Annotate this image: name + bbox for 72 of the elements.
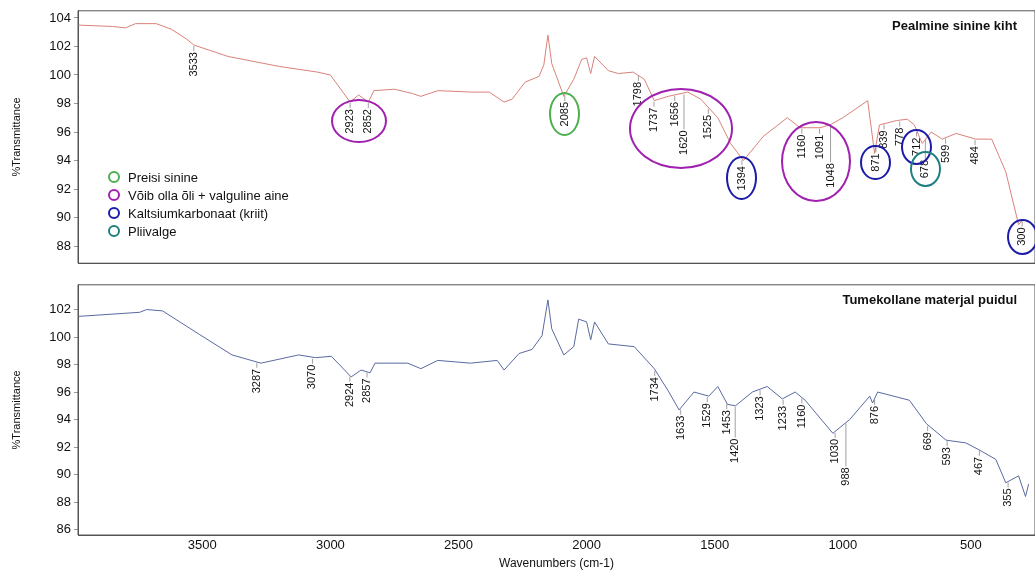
annotation: 355	[1001, 488, 1014, 507]
annotation: 3287	[249, 368, 262, 394]
annotation: Kaltsiumkarbonaat (kriit)	[128, 205, 269, 221]
y-tick-label: 102	[49, 38, 71, 54]
annotation: 1091	[812, 134, 825, 160]
annotation: Võib olla õli + valguline aine	[128, 187, 289, 203]
annotation: 1323	[753, 396, 766, 421]
y-tick-label: 100	[49, 66, 71, 82]
annotation: 669	[920, 432, 933, 451]
annotation: 2923	[343, 109, 356, 134]
y-tick-label: 98	[56, 356, 71, 372]
y-tick-label: 96	[56, 383, 71, 399]
annotation: 1160	[794, 404, 807, 429]
annotation: 1529	[700, 403, 713, 428]
y-tick-label: 98	[56, 95, 71, 111]
annotation: 593	[940, 447, 953, 466]
x-tick-label: 1500	[700, 537, 730, 553]
x-tick-label: 3000	[315, 537, 345, 553]
annotation: Preisi sinine	[128, 169, 199, 185]
annotation: 1633	[673, 415, 686, 441]
annotation: 1734	[647, 377, 660, 402]
y-tick-label: 86	[56, 521, 71, 537]
annotation: 1525	[701, 114, 714, 140]
annotation: 1394	[734, 166, 747, 191]
annotation: 467	[972, 456, 985, 476]
x-tick-label: 2000	[572, 537, 602, 553]
annotation: 1030	[828, 438, 841, 464]
annotation: 2857	[360, 378, 373, 403]
annotation: 2924	[342, 382, 355, 408]
y-tick-label: 88	[56, 493, 71, 509]
annotation: 3070	[305, 364, 318, 390]
x-tick-label: 500	[960, 537, 982, 553]
y-axis-title: %Transmittance	[9, 370, 22, 450]
y-axis-title: %Transmittance	[9, 97, 22, 177]
annotation: 2085	[557, 101, 570, 127]
y-tick-label: 92	[56, 180, 71, 196]
annotation: 484	[968, 146, 981, 165]
annotation: 778	[892, 127, 905, 146]
y-tick-label: 90	[56, 466, 71, 482]
annotation: 1620	[677, 130, 689, 155]
x-tick-label: 3500	[187, 537, 217, 553]
annotation: 1656	[667, 101, 680, 127]
annotation: 1798	[631, 81, 644, 107]
x-tick-label: 1000	[828, 537, 858, 553]
y-tick-label: 104	[49, 9, 71, 25]
annotation: 1420	[728, 438, 741, 463]
y-tick-label: 100	[49, 328, 71, 344]
x-tick-label: 2500	[444, 537, 473, 553]
y-tick-label: 96	[56, 123, 71, 139]
annotation: 871	[868, 153, 881, 172]
x-axis-title: Wavenumbers (cm-1)	[499, 556, 614, 571]
annotation: 300	[1015, 227, 1028, 246]
y-tick-label: 94	[56, 152, 71, 168]
annotation: 1453	[719, 410, 732, 435]
annotation: 712	[909, 137, 922, 156]
annotation: 988	[838, 467, 851, 486]
annotation: 2852	[361, 109, 374, 134]
annotation: 1233	[776, 405, 789, 431]
annotation: 3533	[186, 52, 199, 77]
text: Tumekollane materjal puidul	[842, 292, 1017, 308]
y-tick-label: 102	[49, 301, 71, 317]
annotation: 1737	[647, 107, 660, 133]
y-tick-label: 90	[56, 209, 71, 225]
y-tick-label: 88	[56, 237, 71, 253]
annotation: Pliivalge	[128, 223, 177, 239]
annotation: 599	[938, 144, 951, 164]
text: Pealmine sinine kiht	[892, 18, 1018, 34]
y-tick-label: 92	[56, 438, 71, 454]
annotation: 1048	[823, 163, 836, 188]
annotation: 1160	[794, 134, 807, 159]
annotation: 876	[867, 405, 880, 425]
y-tick-label: 94	[56, 411, 71, 427]
